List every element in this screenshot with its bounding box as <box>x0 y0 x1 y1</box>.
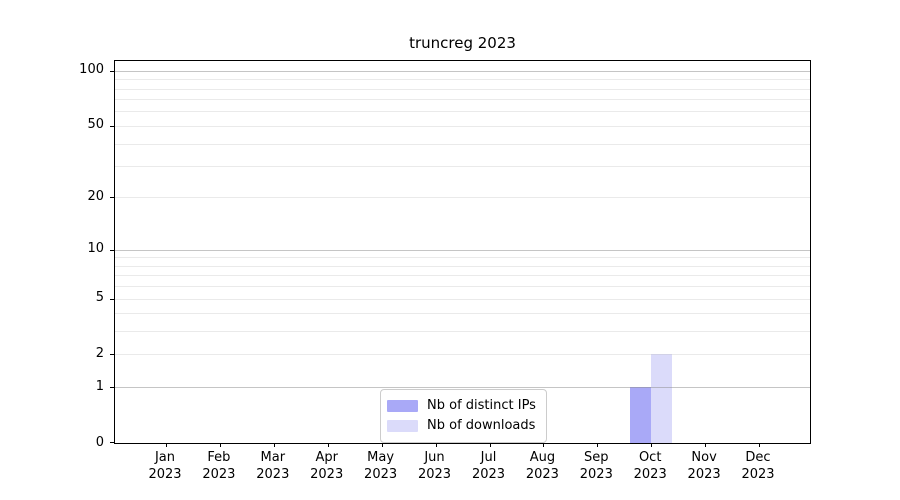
legend-label-distinct-ips: Nb of distinct IPs <box>427 398 536 413</box>
x-tick-year-jun: 2023 <box>417 467 452 482</box>
x-tick-month-feb: Feb <box>207 450 231 465</box>
legend-swatch-downloads <box>387 419 418 432</box>
gridline-minor-4 <box>115 313 810 315</box>
x-tick-nov <box>705 443 707 447</box>
gridline-major-10 <box>115 249 810 251</box>
gridline-minor-30 <box>115 166 810 167</box>
x-tick-jun <box>435 443 437 447</box>
x-tick-month-apr: Apr <box>315 450 338 465</box>
y-tick-2 <box>110 354 114 356</box>
x-tick-feb <box>219 443 221 447</box>
x-tick-year-sep: 2023 <box>579 467 613 482</box>
legend-item-distinct-ips: Nb of distinct IPs <box>387 396 536 415</box>
y-tick-label-1: 1 <box>95 378 104 394</box>
x-tick-month-aug: Aug <box>529 450 556 465</box>
x-tick-year-may: 2023 <box>364 467 398 482</box>
legend-label-downloads: Nb of downloads <box>427 418 536 433</box>
x-tick-label-dec: Dec 2023 <box>727 449 789 483</box>
x-tick-may <box>381 443 383 447</box>
y-tick-1 <box>110 387 114 389</box>
x-tick-sep <box>597 443 599 447</box>
x-tick-apr <box>327 443 329 447</box>
chart-title: truncreg 2023 <box>409 34 516 52</box>
y-tick-label-5: 5 <box>95 290 104 305</box>
gridline-minor-7 <box>115 275 810 277</box>
bar-downloads <box>651 354 673 443</box>
x-tick-label-may: May 2023 <box>350 449 412 483</box>
gridline-minor-70 <box>115 99 810 101</box>
y-tick-label-10: 10 <box>87 241 104 257</box>
gridline-minor-60 <box>115 111 810 113</box>
x-tick-label-apr: Apr 2023 <box>296 449 358 483</box>
y-tick-label-0: 0 <box>95 434 104 450</box>
y-tick-5 <box>110 298 114 300</box>
x-tick-month-nov: Nov <box>691 450 717 465</box>
x-tick-month-sep: Sep <box>584 450 609 465</box>
plot-area <box>110 60 811 447</box>
x-tick-year-oct: 2023 <box>633 467 667 482</box>
x-tick-mar <box>273 443 275 447</box>
x-tick-year-mar: 2023 <box>256 467 290 482</box>
gridline-minor-5 <box>115 298 810 300</box>
x-tick-label-feb: Feb 2023 <box>188 449 250 483</box>
x-tick-aug <box>543 443 545 447</box>
gridline-minor-80 <box>115 88 810 90</box>
gridline-minor-50 <box>115 125 810 127</box>
x-tick-label-mar: Mar 2023 <box>242 449 304 483</box>
x-tick-year-aug: 2023 <box>525 467 559 482</box>
y-tick-50 <box>110 125 114 127</box>
x-tick-label-aug: Aug 2023 <box>511 449 573 483</box>
gridline-major-1 <box>115 387 810 389</box>
y-tick-label-100: 100 <box>79 62 104 78</box>
x-tick-jul <box>489 443 491 447</box>
legend-item-downloads: Nb of downloads <box>387 416 536 435</box>
x-tick-month-jun: Jun <box>424 450 445 465</box>
x-tick-year-jul: 2023 <box>471 467 506 482</box>
x-tick-month-may: May <box>367 450 395 465</box>
x-tick-year-nov: 2023 <box>687 467 721 482</box>
y-tick-0 <box>110 442 114 443</box>
x-tick-label-nov: Nov 2023 <box>673 449 735 483</box>
x-tick-dec <box>759 443 760 447</box>
gridline-minor-2 <box>115 354 810 356</box>
gridline-minor-20 <box>115 197 810 199</box>
x-tick-year-feb: 2023 <box>202 467 236 482</box>
x-tick-month-jul: Jul <box>480 450 497 465</box>
x-tick-month-dec: Dec <box>745 450 771 465</box>
x-tick-label-oct: Oct 2023 <box>619 449 681 483</box>
x-tick-oct <box>651 443 653 447</box>
y-tick-label-50: 50 <box>87 117 104 133</box>
x-tick-year-jan: 2023 <box>148 467 182 482</box>
gridline-minor-40 <box>115 143 810 145</box>
y-tick-label-2: 2 <box>95 345 104 361</box>
x-tick-month-mar: Mar <box>260 450 286 465</box>
gridline-minor-90 <box>115 79 810 81</box>
x-tick-month-oct: Oct <box>638 450 662 465</box>
x-tick-month-jan: Jan <box>154 450 176 465</box>
bar-distinct-ips <box>630 387 652 443</box>
gridline-minor-8 <box>115 265 810 267</box>
x-tick-label-jul: Jul 2023 <box>458 449 520 483</box>
x-tick-jan <box>166 443 167 447</box>
y-tick-20 <box>110 197 114 199</box>
gridline-minor-3 <box>115 331 810 333</box>
x-tick-label-sep: Sep 2023 <box>565 449 627 483</box>
x-tick-year-dec: 2023 <box>741 467 775 482</box>
x-tick-year-apr: 2023 <box>310 467 344 482</box>
y-tick-10 <box>110 249 114 251</box>
x-tick-label-jan: Jan 2023 <box>134 449 196 483</box>
y-tick-label-20: 20 <box>87 188 104 204</box>
gridline-minor-9 <box>115 257 810 259</box>
legend: Nb of distinct IPs Nb of downloads <box>380 389 547 443</box>
x-tick-label-jun: Jun 2023 <box>404 449 466 483</box>
y-tick-100 <box>110 70 114 72</box>
gridline-minor-6 <box>115 286 810 288</box>
gridline-major-100 <box>115 70 810 72</box>
legend-swatch-distinct-ips <box>387 399 418 412</box>
